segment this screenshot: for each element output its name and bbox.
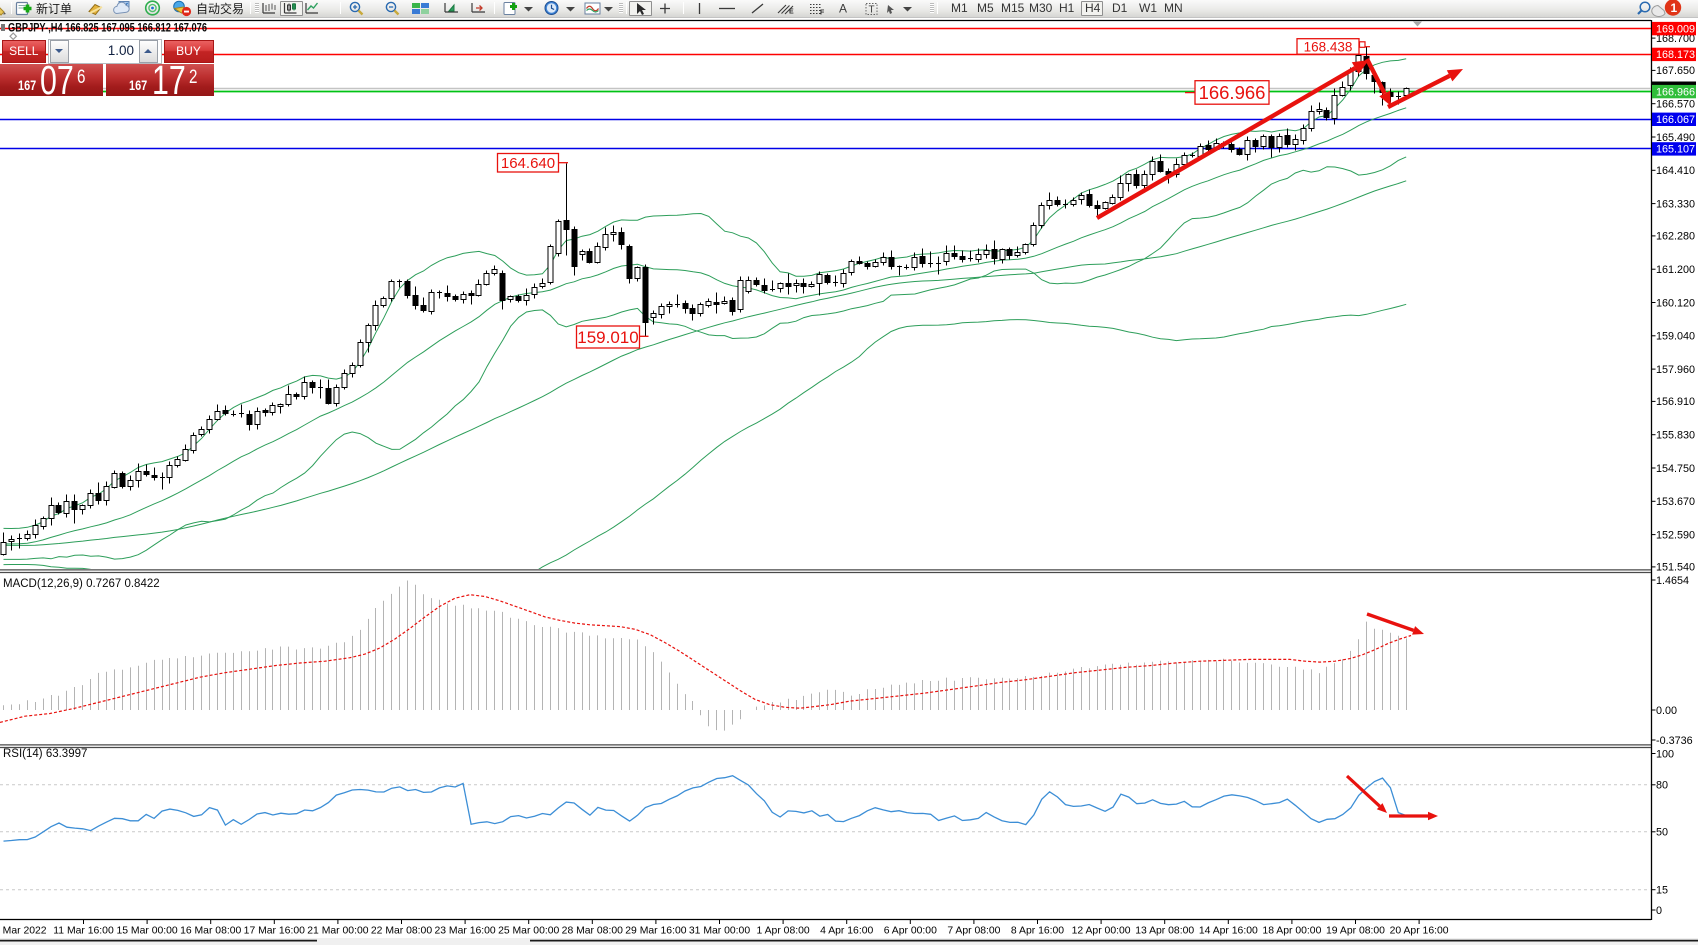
- svg-text:15: 15: [1656, 885, 1668, 897]
- svg-text:159.040: 159.040: [1656, 331, 1695, 343]
- svg-text:168.173: 168.173: [1656, 49, 1695, 61]
- svg-text:156.910: 156.910: [1656, 396, 1695, 408]
- svg-text:164.640: 164.640: [501, 155, 555, 172]
- svg-text:162.280: 162.280: [1656, 231, 1695, 243]
- svg-text:166.966: 166.966: [1199, 82, 1266, 103]
- svg-text:22 Mar 08:00: 22 Mar 08:00: [371, 926, 432, 937]
- svg-text:167.650: 167.650: [1656, 65, 1695, 77]
- svg-text:168.438: 168.438: [1304, 39, 1353, 54]
- svg-text:15 Mar 00:00: 15 Mar 00:00: [116, 926, 177, 937]
- svg-text:160.120: 160.120: [1656, 297, 1695, 309]
- svg-text:0.00: 0.00: [1656, 705, 1677, 717]
- svg-text:11 Mar 16:00: 11 Mar 16:00: [53, 926, 114, 937]
- svg-text:168.700: 168.700: [1656, 33, 1695, 45]
- svg-text:1: 1: [1671, 1, 1678, 15]
- svg-text:28 Mar 08:00: 28 Mar 08:00: [562, 926, 623, 937]
- svg-text:165.490: 165.490: [1656, 132, 1695, 144]
- svg-text:13 Apr 08:00: 13 Apr 08:00: [1135, 926, 1194, 937]
- svg-text:17 Mar 16:00: 17 Mar 16:00: [244, 926, 305, 937]
- svg-text:169.009: 169.009: [1656, 23, 1695, 35]
- svg-text:20 Apr 16:00: 20 Apr 16:00: [1390, 926, 1449, 937]
- svg-text:154.750: 154.750: [1656, 463, 1695, 475]
- svg-text:12 Apr 00:00: 12 Apr 00:00: [1072, 926, 1131, 937]
- svg-text:166.570: 166.570: [1656, 99, 1695, 111]
- svg-text:16 Mar 08:00: 16 Mar 08:00: [180, 926, 241, 937]
- svg-text:14 Apr 16:00: 14 Apr 16:00: [1199, 926, 1258, 937]
- svg-text:-0.3736: -0.3736: [1656, 735, 1693, 747]
- svg-text:157.960: 157.960: [1656, 364, 1695, 376]
- svg-text:25 Mar 00:00: 25 Mar 00:00: [498, 926, 559, 937]
- svg-text:T: T: [869, 5, 875, 16]
- svg-text:4 Apr 16:00: 4 Apr 16:00: [820, 926, 873, 937]
- svg-text:153.670: 153.670: [1656, 496, 1695, 508]
- svg-text:31 Mar 00:00: 31 Mar 00:00: [689, 926, 750, 937]
- svg-text:E: E: [789, 9, 794, 16]
- svg-text:A: A: [839, 2, 847, 16]
- svg-text:166.966: 166.966: [1656, 86, 1695, 98]
- svg-text:50: 50: [1656, 827, 1668, 839]
- svg-text:164.410: 164.410: [1656, 165, 1695, 177]
- svg-text:1.4654: 1.4654: [1656, 575, 1689, 587]
- svg-text:29 Mar 16:00: 29 Mar 16:00: [625, 926, 686, 937]
- svg-text:9 Mar 2022: 9 Mar 2022: [0, 926, 47, 937]
- svg-text:23 Mar 16:00: 23 Mar 16:00: [434, 926, 495, 937]
- svg-text:155.830: 155.830: [1656, 430, 1695, 442]
- svg-text:159.010: 159.010: [577, 328, 638, 347]
- svg-text:0: 0: [1656, 905, 1662, 917]
- svg-text:21 Mar 00:00: 21 Mar 00:00: [307, 926, 368, 937]
- svg-text:MACD(12,26,9) 0.7267 0.8422: MACD(12,26,9) 0.7267 0.8422: [3, 578, 160, 590]
- svg-text:151.540: 151.540: [1656, 562, 1695, 574]
- svg-text:F: F: [820, 10, 825, 17]
- svg-text:161.200: 161.200: [1656, 264, 1695, 276]
- svg-text:166.067: 166.067: [1656, 114, 1695, 126]
- svg-text:152.590: 152.590: [1656, 529, 1695, 541]
- svg-text:19 Apr 08:00: 19 Apr 08:00: [1326, 926, 1385, 937]
- svg-text:18 Apr 00:00: 18 Apr 00:00: [1262, 926, 1321, 937]
- svg-text:GBPJPY-,H4 166.825 167.095 16: GBPJPY-,H4 166.825 167.095 166.812 167.0…: [8, 23, 207, 35]
- svg-text:RSI(14) 63.3997: RSI(14) 63.3997: [3, 748, 87, 760]
- svg-text:100: 100: [1656, 748, 1674, 760]
- svg-text:165.107: 165.107: [1656, 144, 1695, 156]
- svg-text:8 Apr 16:00: 8 Apr 16:00: [1011, 926, 1064, 937]
- svg-text:7 Apr 08:00: 7 Apr 08:00: [947, 926, 1000, 937]
- svg-text:6 Apr 00:00: 6 Apr 00:00: [884, 926, 937, 937]
- svg-text:163.330: 163.330: [1656, 198, 1695, 210]
- svg-text:1 Apr 08:00: 1 Apr 08:00: [757, 926, 810, 937]
- svg-text:80: 80: [1656, 780, 1668, 792]
